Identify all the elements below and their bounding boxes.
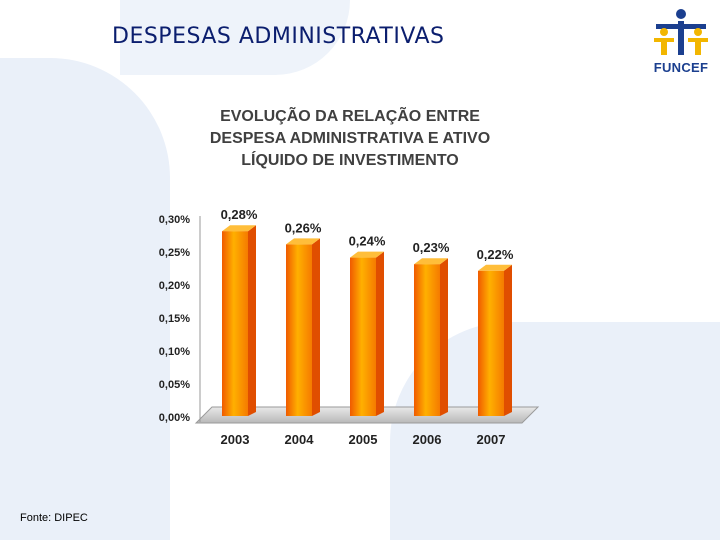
bar <box>222 231 248 416</box>
background-shape-top <box>120 0 350 75</box>
data-label: 0,22% <box>477 247 514 262</box>
bar <box>478 270 504 416</box>
data-label: 0,26% <box>285 220 322 235</box>
data-label: 0,28% <box>221 207 258 222</box>
y-tick-label: 0,25% <box>159 247 190 259</box>
bar <box>350 257 376 416</box>
bar-top <box>350 251 384 258</box>
x-tick-label: 2006 <box>413 432 442 447</box>
page-title: DESPESAS ADMINISTRATIVAS <box>112 24 445 49</box>
y-tick-label: 0,10% <box>159 346 190 358</box>
data-label: 0,24% <box>349 234 386 249</box>
funcef-logo-icon <box>654 9 708 55</box>
background-shape-left <box>0 58 170 540</box>
x-tick-label: 2004 <box>285 432 315 447</box>
bar-side <box>376 251 384 416</box>
bar-top <box>286 238 320 245</box>
chart-title: EVOLUÇÃO DA RELAÇÃO ENTRE DESPESA ADMINI… <box>190 106 510 172</box>
data-label: 0,23% <box>413 240 450 255</box>
y-tick-label: 0,20% <box>159 280 190 292</box>
source-note: Fonte: DIPEC <box>20 512 88 524</box>
bar-top <box>478 264 512 271</box>
x-tick-label: 2007 <box>477 432 506 447</box>
bar <box>286 244 312 416</box>
y-tick-label: 0,30% <box>159 214 190 226</box>
logo-text: FUNCEF <box>653 60 709 75</box>
chart-title-line-2: DESPESA ADMINISTRATIVA E ATIVO <box>209 130 491 147</box>
chart-title-line-1: EVOLUÇÃO DA RELAÇÃO ENTRE <box>220 108 480 125</box>
bar-side <box>312 238 320 416</box>
bar-top <box>222 225 256 232</box>
bar-side <box>504 264 512 416</box>
chart-title-line-3: LÍQUIDO DE INVESTIMENTO <box>241 152 459 169</box>
bar-side <box>440 258 448 416</box>
funcef-logo: FUNCEF <box>648 8 714 78</box>
x-tick-label: 2005 <box>349 432 378 447</box>
x-tick-label: 2003 <box>221 432 250 447</box>
y-tick-label: 0,05% <box>159 379 190 391</box>
bar-top <box>414 258 448 265</box>
bar <box>414 264 440 416</box>
y-tick-label: 0,15% <box>159 313 190 325</box>
bar-side <box>248 225 256 416</box>
y-tick-label: 0,00% <box>159 412 190 424</box>
